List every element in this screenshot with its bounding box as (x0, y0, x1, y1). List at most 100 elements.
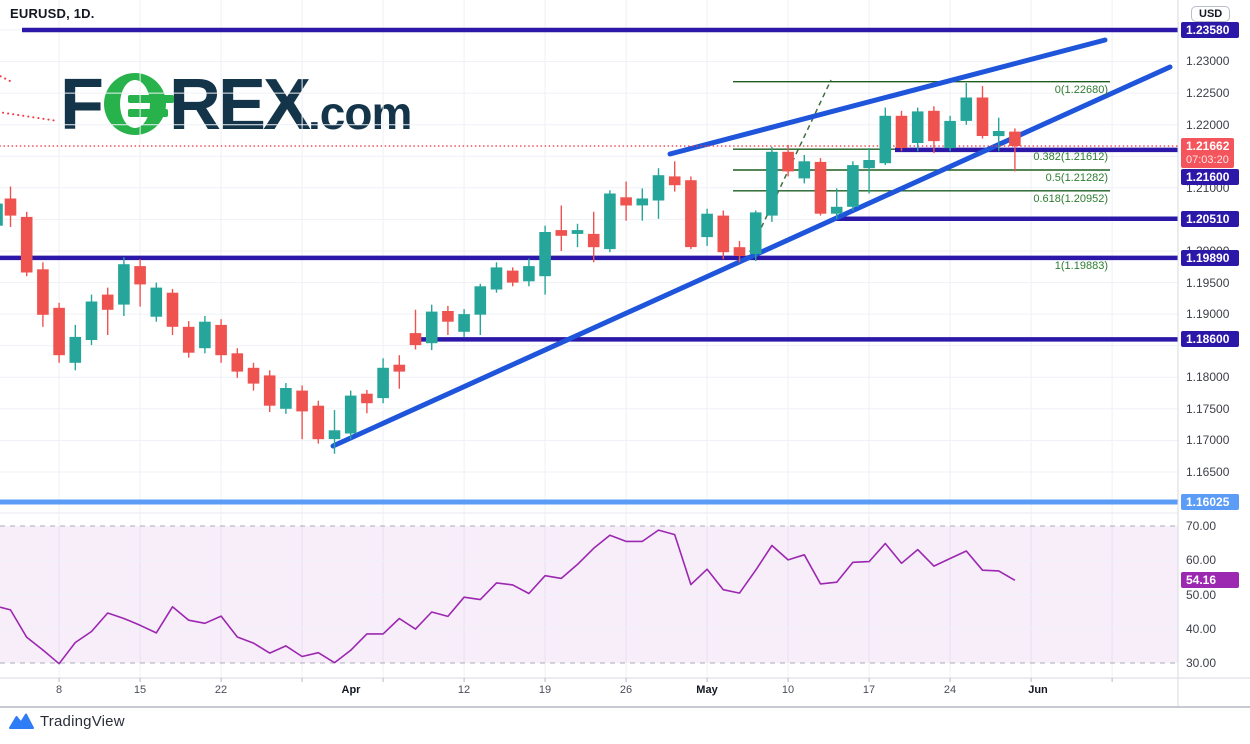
candle (879, 107, 892, 166)
candle-body (587, 233, 600, 248)
candle-body (458, 314, 470, 332)
candle-body (0, 203, 3, 226)
candle (506, 267, 519, 287)
candle (555, 205, 568, 251)
candle (393, 355, 406, 389)
watermark-text-com: .com (308, 87, 412, 139)
candle (118, 257, 130, 316)
candle (814, 158, 827, 216)
candle (101, 287, 114, 335)
candle (474, 283, 487, 335)
candle (280, 383, 292, 414)
candle-body (717, 215, 730, 253)
candle (539, 225, 551, 295)
candle (85, 294, 98, 346)
candle (587, 211, 600, 263)
candle (458, 309, 470, 337)
candle-body (847, 165, 859, 207)
candle-body (69, 336, 82, 363)
tradingview-attribution[interactable]: TradingView (9, 713, 125, 730)
trendline-lower[interactable] (330, 64, 1173, 449)
candle-body (992, 131, 1005, 137)
candle-body (328, 430, 341, 440)
candle (895, 110, 908, 152)
candle-body (490, 267, 503, 290)
candle-body (555, 230, 568, 236)
candle-body (668, 176, 681, 186)
candle-body (215, 324, 227, 356)
candle-body (312, 405, 325, 440)
candle-body (361, 393, 373, 404)
candle-body (4, 198, 17, 216)
candle (976, 86, 989, 139)
candle (134, 259, 146, 307)
candle (620, 181, 632, 221)
candle (150, 282, 163, 322)
candle-body (911, 111, 924, 143)
candle-body (652, 175, 665, 201)
candle-body (636, 198, 649, 206)
candle (215, 319, 227, 363)
candle (749, 210, 762, 262)
candle-body (199, 321, 211, 349)
candle (911, 107, 924, 152)
candle (798, 155, 811, 184)
candle (766, 146, 778, 222)
candle-body (263, 375, 276, 406)
candle-body (928, 110, 940, 142)
candle (782, 144, 794, 177)
candle-body (393, 364, 406, 372)
candle-body (134, 266, 146, 285)
candle-body (474, 286, 487, 315)
candle-body (344, 395, 357, 434)
candle (668, 161, 681, 192)
candle-body (782, 151, 794, 172)
candle-body (85, 301, 98, 340)
candle-body (944, 120, 956, 149)
candle-body (976, 97, 989, 136)
candle (830, 188, 843, 219)
candle-body (442, 311, 454, 322)
candle (685, 176, 697, 250)
candle (37, 262, 49, 327)
watermark-text-f: F (60, 65, 104, 145)
candle (377, 358, 389, 404)
candle-body (685, 180, 697, 248)
candle-body (814, 161, 827, 214)
candle (20, 211, 33, 277)
candle (328, 410, 341, 454)
candle-body (182, 326, 195, 353)
candle (944, 115, 956, 152)
candle-body (571, 230, 584, 234)
candle (571, 223, 584, 248)
candle (296, 385, 308, 440)
candle-body (604, 193, 616, 250)
candlestick-series (0, 83, 1021, 454)
candle (847, 161, 859, 211)
candle (636, 188, 649, 221)
candle (442, 305, 454, 335)
candle (247, 362, 260, 391)
candle (53, 302, 65, 363)
candle-body (1009, 131, 1021, 146)
candle (166, 288, 179, 335)
red-dotted-segment (0, 74, 13, 83)
candle-body (150, 287, 163, 317)
candle-body (166, 292, 179, 327)
candle-body (118, 264, 130, 305)
currency-button[interactable]: USD (1191, 6, 1231, 22)
candle (312, 400, 325, 444)
watermark-text-rex: REX (168, 65, 311, 145)
rsi-line (0, 529, 1016, 665)
candle-body (296, 390, 308, 412)
candle-body (830, 206, 843, 214)
candle (1009, 128, 1021, 172)
candle (344, 390, 357, 440)
candle-body (960, 97, 973, 121)
trendline-upper[interactable] (667, 37, 1108, 157)
candle-body (733, 247, 746, 256)
candle-body (20, 216, 33, 273)
candle (69, 324, 82, 371)
